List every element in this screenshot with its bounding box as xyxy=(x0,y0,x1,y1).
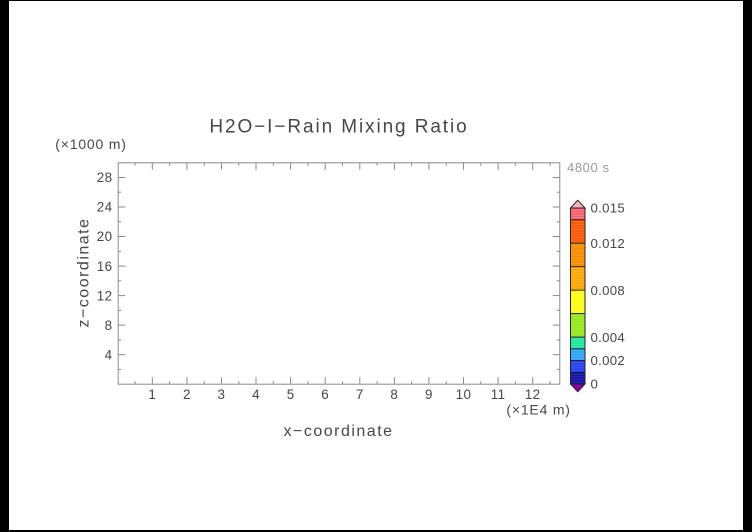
svg-text:5: 5 xyxy=(287,387,295,402)
svg-text:24: 24 xyxy=(97,200,113,215)
svg-text:10: 10 xyxy=(456,387,472,402)
svg-text:0.004: 0.004 xyxy=(591,330,626,345)
svg-text:H2O−I−Rain Mixing Ratio: H2O−I−Rain Mixing Ratio xyxy=(209,116,468,137)
svg-text:16: 16 xyxy=(97,259,113,274)
svg-text:20: 20 xyxy=(97,229,113,244)
svg-text:8: 8 xyxy=(105,318,113,333)
svg-text:11: 11 xyxy=(491,387,506,402)
svg-text:4: 4 xyxy=(105,347,113,362)
svg-text:4: 4 xyxy=(252,387,260,402)
svg-text:0.008: 0.008 xyxy=(591,283,626,298)
svg-text:x−coordinate: x−coordinate xyxy=(283,423,393,440)
svg-text:(×1E4 m): (×1E4 m) xyxy=(506,402,570,418)
svg-text:6: 6 xyxy=(321,387,329,402)
svg-text:7: 7 xyxy=(356,387,364,402)
svg-text:0: 0 xyxy=(591,377,599,392)
svg-text:9: 9 xyxy=(425,387,433,402)
svg-text:(×1000 m): (×1000 m) xyxy=(55,136,126,152)
svg-text:1: 1 xyxy=(148,387,156,402)
svg-text:0.015: 0.015 xyxy=(591,201,626,216)
svg-text:z−coordinate: z−coordinate xyxy=(76,217,93,327)
svg-text:28: 28 xyxy=(97,170,113,185)
svg-text:0.012: 0.012 xyxy=(591,236,626,251)
svg-text:4800 s: 4800 s xyxy=(567,160,610,175)
svg-text:12: 12 xyxy=(97,288,113,303)
svg-text:3: 3 xyxy=(218,387,226,402)
svg-text:2: 2 xyxy=(183,387,191,402)
svg-text:8: 8 xyxy=(390,387,398,402)
svg-text:12: 12 xyxy=(525,387,541,402)
svg-text:0.002: 0.002 xyxy=(591,353,626,368)
